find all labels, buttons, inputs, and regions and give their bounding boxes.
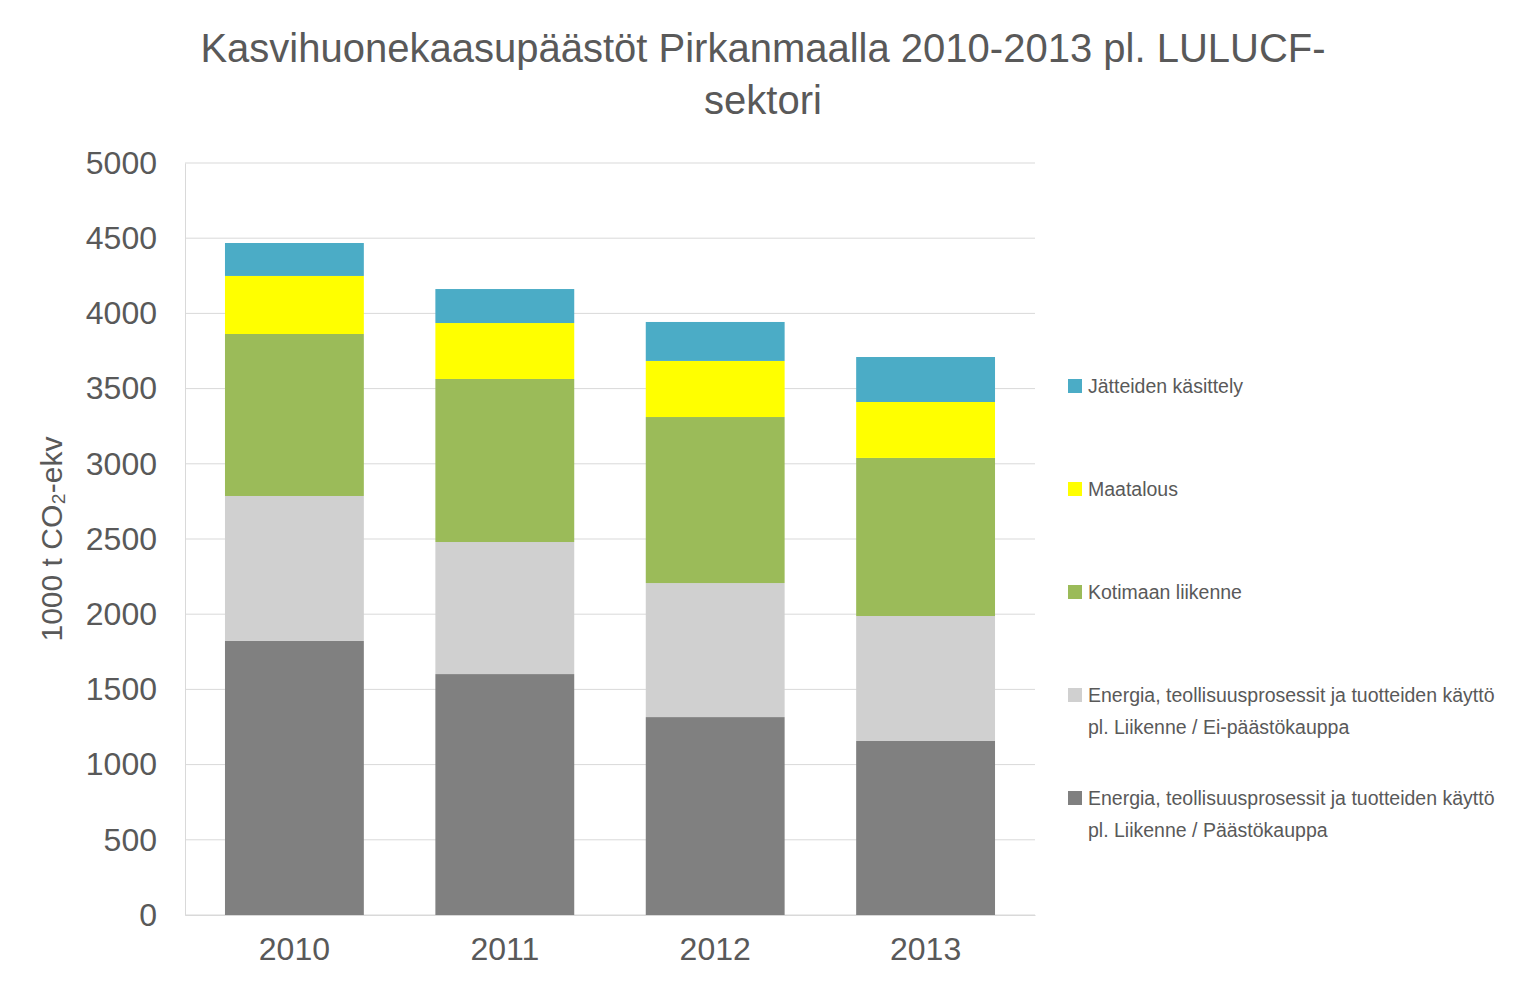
plot: 0 500 1000 1500 2000 2500 3000 3500 4000 4500 5000…: [86, 145, 1036, 967]
bar: [646, 717, 785, 915]
tick: 2011: [470, 915, 539, 967]
series: [225, 276, 995, 458]
bar: [856, 616, 995, 741]
tick-label: 2000: [86, 596, 157, 632]
tick: 1000: [86, 746, 185, 782]
bar: [435, 379, 574, 542]
tick: 0: [139, 897, 185, 933]
bar: [856, 458, 995, 616]
legend-label: Energia, teollisuusprosessit ja tuotteid…: [1088, 684, 1495, 738]
legend-label: Jätteiden käsittely: [1088, 375, 1243, 397]
tick-label: 2012: [680, 931, 751, 967]
tick-label: 0: [139, 897, 157, 933]
tick: 2010: [259, 915, 330, 967]
legend-label: Kotimaan liikenne: [1088, 581, 1242, 603]
bar: [856, 357, 995, 402]
tick-label: 4500: [86, 220, 157, 256]
bar: [225, 334, 364, 496]
text-line: pl. Liikenne / Ei-päästökauppa: [1088, 716, 1349, 738]
tick-label: 3000: [86, 446, 157, 482]
bar: [435, 542, 574, 674]
tick-label: 2010: [259, 931, 330, 967]
bar: [435, 289, 574, 323]
text-line: Maatalous: [1088, 478, 1178, 500]
text-line: pl. Liikenne / Päästökauppa: [1088, 819, 1328, 841]
tick: 5000: [86, 145, 185, 181]
axis-line: [185, 164, 186, 916]
tick-label: 1000: [86, 746, 157, 782]
bar: [646, 322, 785, 361]
tick: 2000: [86, 596, 185, 632]
axis-line: [186, 915, 1036, 916]
legend-swatch: [1068, 585, 1082, 599]
text-line: Jätteiden käsittely: [1088, 375, 1243, 397]
bar: [646, 361, 785, 417]
grid-line: [185, 238, 1035, 239]
tick: 1500: [86, 671, 185, 707]
legend-swatch: [1068, 688, 1082, 702]
x-axis: 2010 2011 2012 2013: [186, 915, 1036, 967]
bar: [225, 276, 364, 334]
text-line: Energia, teollisuusprosessit ja tuotteid…: [1088, 684, 1495, 706]
tick: 4500: [86, 220, 185, 256]
tick: 3500: [86, 370, 185, 406]
bar: [225, 496, 364, 641]
tick-label: 5000: [86, 145, 157, 181]
tick: 2013: [890, 915, 961, 967]
tick: 2500: [86, 521, 185, 557]
tick-label: 2011: [470, 931, 539, 967]
bar: [856, 402, 995, 458]
grid-line: [185, 163, 1035, 164]
text-line: Kasvihuonekaasupäästöt Pirkanmaalla 2010…: [200, 26, 1325, 70]
legend: Jätteiden käsittely Maatalous Kotimaan lii…: [1068, 375, 1495, 841]
bar: [225, 641, 364, 915]
grid: [185, 163, 1035, 915]
bar: [225, 243, 364, 276]
text-line: Energia, teollisuusprosessit ja tuotteid…: [1088, 787, 1495, 809]
legend-swatch: [1068, 379, 1082, 393]
title: Kasvihuonekaasupäästöt Pirkanmaalla 2010…: [200, 26, 1325, 122]
legend-swatch: [1068, 791, 1082, 805]
bar: [646, 583, 785, 717]
y-axis-title: 1000 t CO₂-ekv: [35, 436, 68, 641]
legend-swatch: [1068, 482, 1082, 496]
text-line: Kotimaan liikenne: [1088, 581, 1242, 603]
tick: 2012: [680, 915, 751, 967]
chart: Kasvihuonekaasupäästöt Pirkanmaalla 2010…: [0, 0, 1528, 1000]
bar: [435, 674, 574, 915]
text-line: sektori: [704, 78, 822, 122]
tick-label: 1500: [86, 671, 157, 707]
legend-label: Energia, teollisuusprosessit ja tuotteid…: [1088, 787, 1495, 841]
y-axis: 0 500 1000 1500 2000 2500 3000 3500 4000 4500 5000: [86, 145, 186, 933]
tick: 500: [104, 822, 185, 858]
legend-label: Maatalous: [1088, 478, 1178, 500]
series: [225, 334, 995, 616]
bar: [646, 417, 785, 583]
tick-label: 4000: [86, 295, 157, 331]
tick: 4000: [86, 295, 185, 331]
tick: 3000: [86, 446, 185, 482]
bars: [225, 243, 995, 915]
bar: [856, 741, 995, 915]
series: [225, 243, 995, 402]
bar: [435, 323, 574, 379]
tick-label: 2013: [890, 931, 961, 967]
tick-label: 3500: [86, 370, 157, 406]
tick-label: 2500: [86, 521, 157, 557]
tick-label: 500: [104, 822, 157, 858]
